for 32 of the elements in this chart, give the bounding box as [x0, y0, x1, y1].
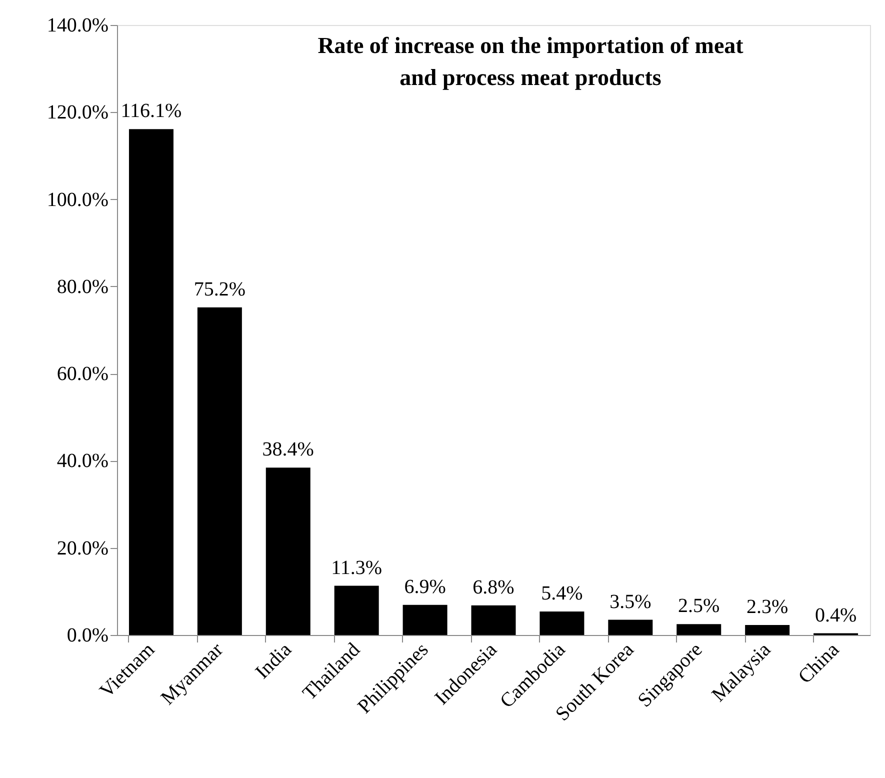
x-tick-label: India [251, 638, 296, 684]
bar [608, 620, 653, 635]
data-label: 5.4% [541, 582, 583, 604]
text: Rate of increase on the importation of meat [318, 33, 744, 58]
y-tick-label: 40.0% [56, 450, 108, 472]
data-label: 38.4% [262, 438, 314, 461]
y-tick-label: 120.0% [46, 102, 108, 124]
data-label: 2.5% [678, 595, 720, 618]
bar [334, 586, 379, 635]
bar [745, 624, 790, 635]
text: and process meat products [400, 65, 662, 90]
bar [540, 611, 584, 635]
y-tick-label: 60.0% [56, 363, 108, 386]
y-tick-label: 80.0% [56, 276, 108, 298]
data-label: 75.2% [194, 278, 246, 300]
y-tick-label: 100.0% [46, 188, 108, 211]
data-label: 2.3% [746, 596, 788, 618]
data-label: 3.5% [610, 590, 652, 613]
data-label: 116.1% [120, 100, 182, 122]
data-label: 0.4% [814, 604, 857, 626]
data-label: 11.3% [331, 556, 382, 579]
bar [197, 307, 242, 635]
data-label: 6.8% [472, 576, 514, 598]
bar [266, 468, 310, 635]
y-tick-label: 20.0% [56, 537, 108, 560]
bar [128, 129, 174, 635]
y-tick-label: 0.0% [66, 624, 108, 646]
y-tick-label: 140.0% [46, 14, 108, 36]
bar [676, 624, 722, 635]
data-label: 6.9% [404, 576, 446, 598]
bar [471, 605, 516, 635]
bar [402, 604, 448, 635]
